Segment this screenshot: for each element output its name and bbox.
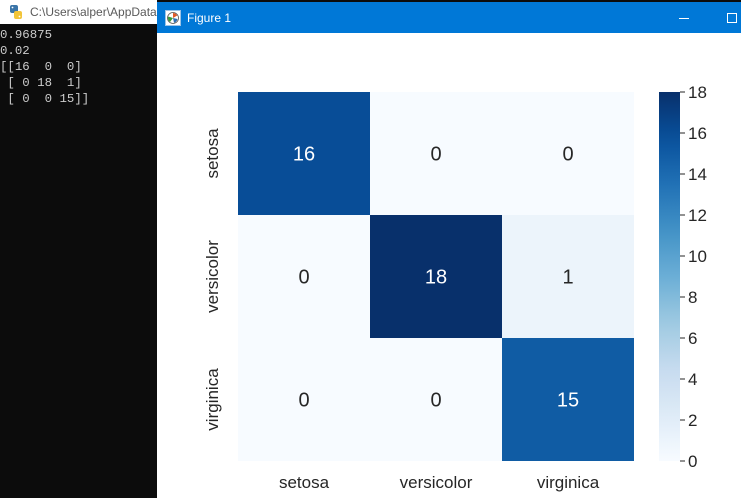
cell-value-label: 16 [293,144,315,166]
console-title: C:\Users\alper\AppData [30,5,157,19]
minimize-icon [679,17,689,19]
colorbar-tick-label: 14 [688,165,707,184]
cell-value-label: 18 [425,267,447,289]
y-tick-label: virginica [203,368,222,431]
colorbar-tick-label: 10 [688,247,707,266]
console-line: 0.02 [0,44,30,58]
cell-value-label: 0 [298,267,309,289]
python-icon [10,5,22,19]
matplotlib-icon [165,9,181,26]
colorbar-tick-label: 18 [688,83,707,102]
console-line: [[16 0 0] [0,60,82,74]
colorbar-tick-label: 2 [688,411,697,430]
heatmap-cell [238,92,370,215]
cell-value-label: 0 [562,144,573,166]
figure-window: Figure 1 16 0 0 0 18 1 0 0 15 setosa versicolor vir… [157,2,741,498]
heatmap-cell [238,338,370,461]
maximize-icon [727,12,737,23]
console-output: 0.96875 0.02 [[16 0 0] [ 0 18 1] [ 0 0 15]… [0,27,89,107]
colorbar-tick-label: 4 [688,370,697,389]
cell-value-label: 0 [430,390,441,412]
colorbar-tick-label: 16 [688,124,707,143]
figure-titlebar[interactable]: Figure 1 [157,2,741,33]
console-line: 0.96875 [0,28,53,42]
colorbar-tick-label: 0 [688,452,697,471]
heatmap-cell [238,215,370,338]
console-line: [ 0 0 15]] [0,92,90,106]
console-line: [ 0 18 1] [0,76,82,90]
x-tick-label: setosa [279,473,330,492]
colorbar-tick-label: 6 [688,329,697,348]
cell-value-label: 15 [557,390,579,412]
heatmap-cell [370,92,502,215]
colorbar [659,92,680,461]
heatmap-cell [370,215,502,338]
colorbar-tick-label: 8 [688,288,697,307]
heatmap-cell [502,215,634,338]
x-tick-label: virginica [537,473,600,492]
heatmap-cell [502,338,634,461]
cell-value-label: 0 [298,390,309,412]
cell-value-label: 1 [562,267,573,289]
heatmap-cell [370,338,502,461]
heatmap-cell [502,92,634,215]
y-tick-label: setosa [203,128,222,179]
x-tick-label: versicolor [400,473,473,492]
y-tick-label: versicolor [203,240,222,313]
console-titlebar[interactable]: C:\Users\alper\AppData [0,0,157,24]
colorbar-tick-label: 12 [688,206,707,225]
cell-value-label: 0 [430,144,441,166]
figure-title: Figure 1 [187,10,232,25]
console-window: C:\Users\alper\AppData 0.96875 0.02 [[16 0… [0,0,157,498]
minimize-button[interactable] [661,2,707,33]
maximize-button[interactable] [709,2,741,33]
